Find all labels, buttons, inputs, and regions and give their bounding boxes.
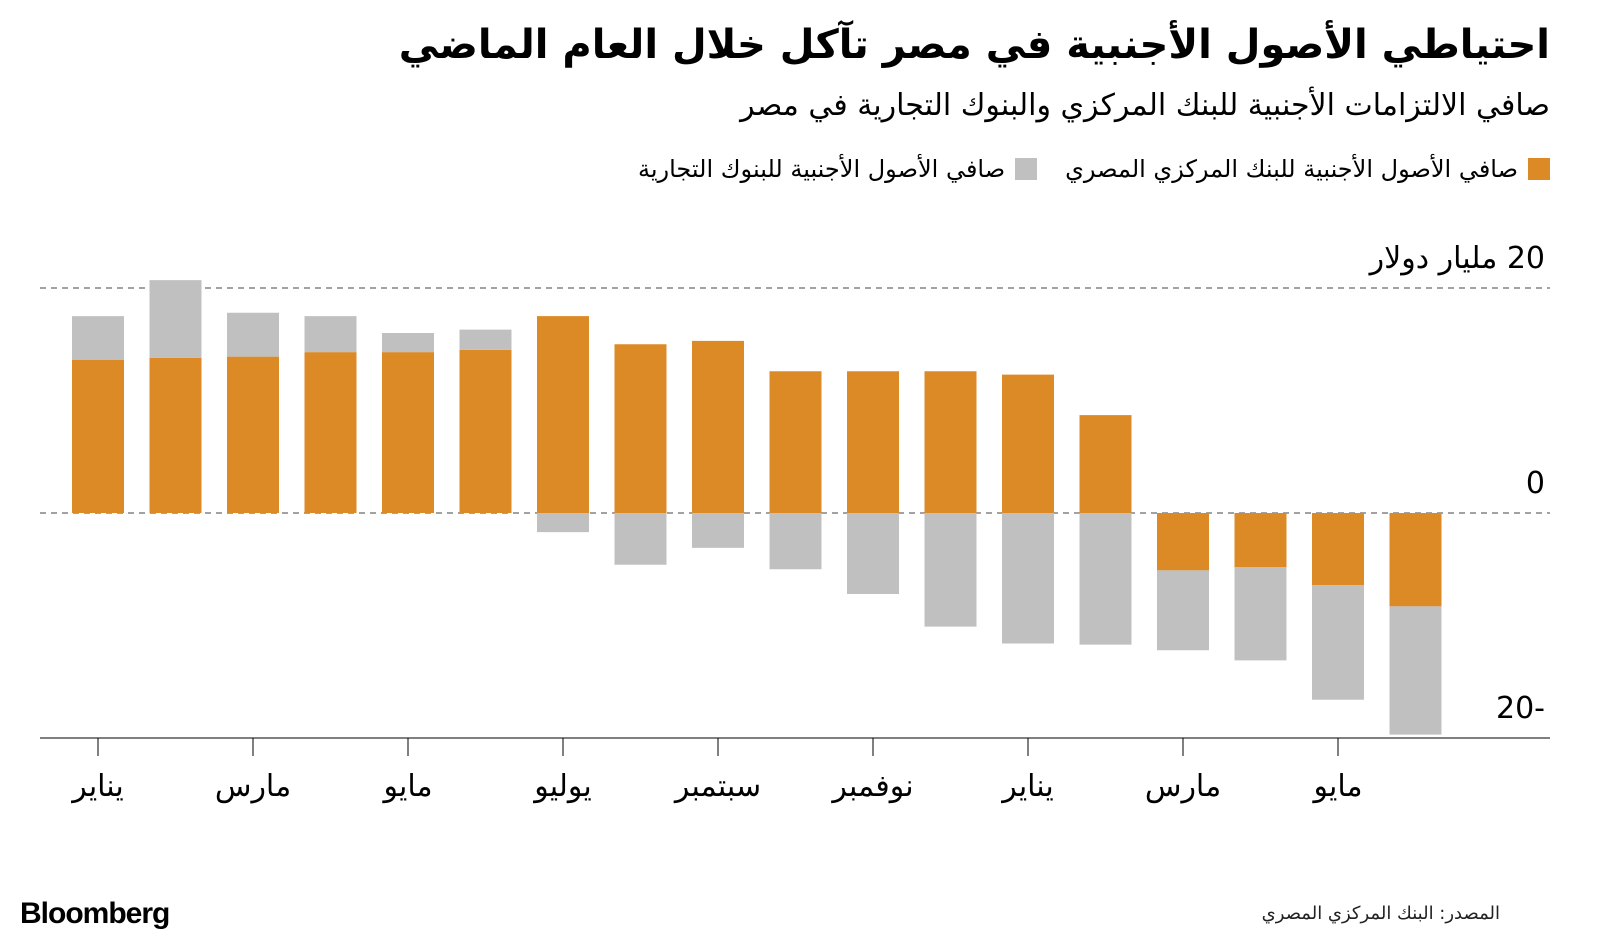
bar-segment (1079, 415, 1132, 513)
y-tick-label: 0 (1526, 466, 1545, 501)
bar-segment (1389, 513, 1442, 607)
bar-segment (304, 352, 357, 513)
brand-logo: Bloomberg (20, 897, 170, 930)
bar-segment (382, 352, 434, 513)
bar-segment (304, 316, 357, 353)
bar-segment (924, 513, 977, 627)
bar-segment (692, 340, 744, 513)
bar-segment (537, 513, 589, 533)
legend-item: صافي الأصول الأجنبية للبنك المركزي المصر… (1065, 155, 1550, 183)
bar-segment (1234, 567, 1287, 661)
bar-segment (614, 344, 667, 513)
bar-segment (1312, 513, 1364, 585)
x-tick-label: مايو (1311, 769, 1362, 804)
x-tick-label: مارس (215, 769, 291, 804)
legend-swatch (1015, 158, 1038, 180)
bar-segment (847, 371, 899, 513)
x-tick-label: مارس (1145, 769, 1221, 804)
bar-segment (382, 333, 434, 353)
bar-segment (72, 316, 124, 360)
bar-segment (227, 356, 279, 513)
chart-subtitle: صافي الالتزامات الأجنبية للبنك المركزي و… (740, 88, 1550, 123)
legend-label: صافي الأصول الأجنبية للبنوك التجارية (637, 155, 1006, 183)
bar-segment (769, 371, 822, 513)
bar-segment (1157, 570, 1209, 651)
bar-segment (1312, 585, 1364, 700)
x-tick-label: يناير (1000, 769, 1053, 804)
bar-segment (1389, 606, 1442, 735)
x-tick-label: مايو (381, 769, 432, 804)
bar-segment (149, 357, 202, 513)
bar-segment (692, 513, 744, 548)
bar-segment (1002, 374, 1054, 513)
bar-segment (149, 280, 202, 358)
x-tick-label: يناير (70, 769, 123, 804)
bar-segment (1157, 513, 1209, 571)
bar-segment (924, 371, 977, 513)
bar-segment (1002, 513, 1054, 644)
x-tick-label: يوليو (532, 769, 592, 804)
chart-title: احتياطي الأصول الأجنبية في مصر تآكل خلال… (398, 22, 1550, 68)
legend-swatch (1528, 158, 1550, 180)
x-tick-label: نوفمبر (830, 769, 913, 804)
legend: صافي الأصول الأجنبية للبنك المركزي المصر… (638, 155, 1550, 183)
y-tick-label: -20 (1496, 691, 1545, 726)
bar-segment (1234, 513, 1287, 567)
bar-segment (72, 360, 124, 513)
legend-item: صافي الأصول الأجنبية للبنوك التجارية (637, 155, 1038, 183)
y-tick-label: 20 مليار دولار (1368, 241, 1545, 276)
bar-segment (1079, 513, 1132, 645)
bar-segment (537, 316, 589, 513)
bar-segment (847, 513, 899, 594)
bar-segment (769, 513, 822, 570)
bar-segment (459, 349, 512, 513)
bar-segment (614, 513, 667, 565)
legend-label: صافي الأصول الأجنبية للبنك المركزي المصر… (1065, 155, 1518, 183)
bar-segment (459, 329, 512, 350)
bar-segment (227, 312, 279, 357)
x-tick-label: سبتمبر (673, 769, 761, 804)
source-note: المصدر: البنك المركزي المصري (1261, 903, 1500, 924)
